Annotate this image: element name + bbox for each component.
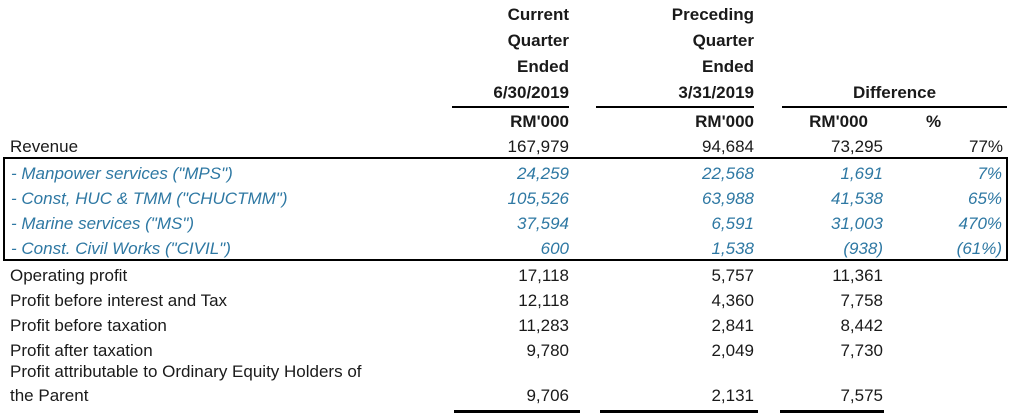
header-row: Current Quarter Ended 6/30/2019 Precedin…: [4, 2, 1008, 108]
table-row-revenue: Revenue 167,979 94,684 73,295 77%: [4, 132, 1007, 158]
closing-rule-preceding: [580, 406, 758, 413]
header-current-line: Current: [507, 5, 569, 24]
table-row-operating-profit: Operating profit 17,118 5,757 11,361: [4, 260, 1007, 286]
units-spacer: [4, 108, 444, 132]
cell-preceding: 5,757: [711, 266, 754, 285]
cell-difference: 11,361: [832, 266, 883, 285]
cell-difference: 7,575: [840, 386, 883, 405]
table-row-profit-attributable-line2: the Parent 9,706 2,131 7,575: [4, 382, 1007, 406]
cell-current: 11,283: [518, 316, 569, 335]
rule-spacer: [884, 406, 1007, 413]
header-current-quarter: Current Quarter Ended 6/30/2019: [444, 2, 580, 108]
quarterly-results-table: Current Quarter Ended 6/30/2019 Precedin…: [3, 2, 1009, 413]
header-difference-label: Difference: [852, 83, 937, 102]
cell-percent: [884, 382, 1007, 406]
row-label: Profit before interest and Tax: [10, 291, 228, 310]
table-row-profit-before-taxation: Profit before taxation 11,283 2,841 8,44…: [4, 311, 1007, 336]
row-label: - Const, HUC & TMM ("CHUCTMM"): [3, 184, 444, 209]
row-label: Profit attributable to Ordinary Equity H…: [10, 362, 362, 381]
table-row-segment-ms: - Marine services ("MS") 37,594 6,591 31…: [3, 209, 1009, 234]
cell-preceding: 22,568: [580, 157, 758, 184]
header-current-date: 6/30/2019: [493, 83, 569, 102]
table-row-segment-chuctmm: - Const, HUC & TMM ("CHUCTMM") 105,526 6…: [3, 184, 1009, 209]
header-spacer: [4, 2, 444, 108]
row-label: - Const. Civil Works ("CIVIL"): [3, 234, 444, 261]
cell-percent: 65%: [884, 184, 1009, 209]
cell-percent: [884, 361, 1007, 382]
cell-percent: [884, 336, 1007, 361]
cell-difference: 73,295: [831, 137, 883, 156]
table-row-profit-after-taxation: Profit after taxation 9,780 2,049 7,730: [4, 336, 1007, 361]
cell-current: 600: [444, 234, 580, 261]
cell-percent: [884, 311, 1007, 336]
cell-difference: (938): [758, 234, 884, 261]
cell-difference: 1,691: [758, 157, 884, 184]
unit-percent: %: [925, 112, 942, 131]
row-label: - Marine services ("MS"): [3, 209, 444, 234]
cell-preceding: 2,049: [711, 341, 754, 360]
header-preceding-line: Ended: [702, 57, 754, 76]
cell-current: 167,979: [507, 137, 569, 156]
cell-percent: (61%): [884, 234, 1009, 261]
cell-percent: 7%: [884, 157, 1009, 184]
cell-current: 12,118: [518, 291, 569, 310]
header-difference: Difference: [758, 2, 1008, 108]
cell-percent: 470%: [884, 209, 1009, 234]
closing-rule-difference: [758, 406, 884, 413]
rule-spacer: [4, 406, 444, 413]
header-preceding-quarter: Preceding Quarter Ended 3/31/2019: [580, 2, 758, 108]
header-preceding-line: Preceding: [671, 5, 754, 24]
units-row: RM'000 RM'000 RM'000 %: [4, 108, 1007, 132]
table-row-profit-before-interest-tax: Profit before interest and Tax 12,118 4,…: [4, 286, 1007, 311]
cell-difference: 31,003: [831, 214, 883, 233]
cell-preceding: 1,538: [580, 234, 758, 261]
cell-difference: [758, 361, 884, 382]
row-label: Profit before taxation: [10, 316, 167, 335]
unit-preceding: RM'000: [695, 112, 754, 131]
header-preceding-line: Quarter: [692, 31, 754, 50]
cell-percent: [884, 286, 1007, 311]
cell-preceding: 6,591: [711, 214, 754, 233]
cell-difference: 8,442: [840, 316, 883, 335]
cell-current: 9,706: [526, 386, 569, 405]
header-preceding-date: 3/31/2019: [678, 83, 754, 102]
cell-percent: [884, 260, 1007, 286]
row-label: Operating profit: [10, 266, 128, 285]
unit-difference: RM'000: [809, 112, 868, 131]
cell-preceding: [580, 361, 758, 382]
cell-current: 37,594: [517, 214, 569, 233]
cell-preceding: 63,988: [702, 189, 754, 208]
closing-rule-current: [444, 406, 580, 413]
header-current-line: Ended: [517, 57, 569, 76]
cell-current: 24,259: [444, 157, 580, 184]
cell-percent: 77%: [968, 137, 1004, 156]
cell-difference: 7,758: [840, 291, 883, 310]
row-label: Profit after taxation: [10, 341, 153, 360]
cell-current: 17,118: [518, 266, 569, 285]
row-label: - Manpower services ("MPS"): [3, 157, 444, 184]
cell-current: 9,780: [526, 341, 569, 360]
row-label: the Parent: [10, 386, 89, 405]
cell-preceding: 94,684: [702, 137, 754, 156]
table-row-segment-civil: - Const. Civil Works ("CIVIL") 600 1,538…: [3, 234, 1009, 261]
header-current-line: Quarter: [507, 31, 569, 50]
table-row-profit-attributable-line1: Profit attributable to Ordinary Equity H…: [4, 361, 1007, 382]
row-label: Revenue: [10, 137, 79, 156]
table-row-segment-mps: - Manpower services ("MPS") 24,259 22,56…: [3, 157, 1009, 184]
cell-difference: 7,730: [840, 341, 883, 360]
cell-preceding: 2,131: [711, 386, 754, 405]
closing-rules-row: [4, 406, 1007, 413]
cell-preceding: 2,841: [711, 316, 754, 335]
cell-preceding: 4,360: [711, 291, 754, 310]
cell-current: 105,526: [507, 189, 569, 208]
unit-current: RM'000: [510, 112, 569, 131]
cell-current: [444, 361, 580, 382]
cell-difference: 41,538: [831, 189, 883, 208]
